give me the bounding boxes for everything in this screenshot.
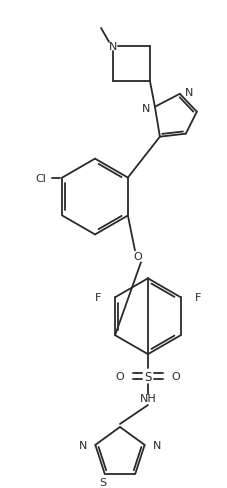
- Text: F: F: [194, 293, 200, 303]
- Text: F: F: [94, 293, 101, 303]
- Text: N: N: [108, 42, 117, 52]
- Text: S: S: [144, 370, 151, 383]
- Text: N: N: [152, 440, 160, 450]
- Text: S: S: [99, 477, 106, 487]
- Text: O: O: [133, 252, 142, 262]
- Text: NH: NH: [139, 393, 155, 403]
- Text: N: N: [184, 88, 192, 98]
- Text: O: O: [171, 371, 179, 381]
- Text: O: O: [115, 371, 124, 381]
- Text: N: N: [79, 440, 87, 450]
- Text: Cl: Cl: [35, 173, 46, 183]
- Text: N: N: [141, 103, 149, 114]
